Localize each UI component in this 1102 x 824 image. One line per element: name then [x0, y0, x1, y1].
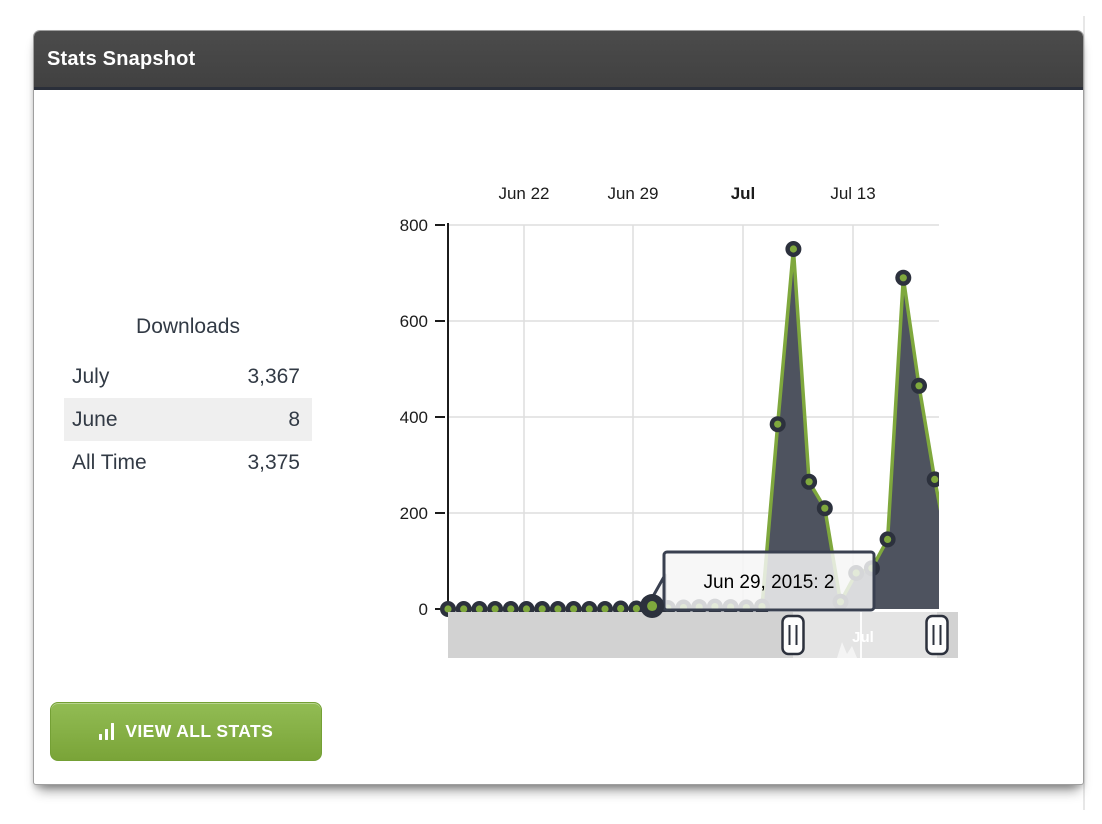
table-row: June 8 [64, 398, 312, 441]
data-point-center [632, 604, 641, 613]
navigator-month-label: Jul [852, 629, 874, 646]
data-point-center [507, 605, 515, 613]
chart-tooltip [662, 550, 876, 612]
view-all-stats-label: VIEW ALL STATS [125, 721, 274, 741]
navigator-handle-left[interactable] [781, 614, 805, 656]
data-point-center [538, 605, 546, 613]
row-value: 3,367 [247, 364, 300, 388]
data-point-center [805, 478, 813, 486]
data-point-center [899, 274, 907, 282]
data-point-center [475, 605, 483, 613]
page-edge-divider [1083, 16, 1085, 810]
stats-snapshot-card: Stats Snapshot Downloads July 3,367 June 8 A… [33, 30, 1084, 785]
data-point-center [774, 420, 782, 428]
table-row: July 3,367 [64, 355, 312, 398]
bar-chart-icon [98, 723, 115, 740]
area-fill [448, 249, 939, 609]
navigator-selected-range[interactable] [793, 612, 937, 658]
data-point-center [570, 605, 578, 613]
downloads-table: Downloads July 3,367 June 8 All Time 3,375 [64, 315, 312, 484]
x-tick-label: Jun 29 [607, 184, 658, 203]
downloads-chart-container: 0 200 400 600 800 Jun 22 Jun 29 Jul Jul 13 Jul Jun… [381, 159, 981, 671]
x-tick-label: Jul [731, 184, 756, 203]
data-point-center [601, 605, 609, 613]
downloads-table-title: Downloads [136, 315, 240, 338]
data-point-center [522, 605, 531, 613]
data-point-center [915, 382, 923, 390]
y-tick-label: 800 [400, 216, 428, 235]
panel-title: Stats Snapshot [47, 47, 196, 70]
view-all-stats-button[interactable]: VIEW ALL STATS [50, 702, 322, 761]
y-tick-label: 400 [400, 408, 428, 427]
data-point-center [821, 504, 829, 512]
x-tick-label: Jun 22 [498, 184, 549, 203]
hovered-data-point-center [647, 601, 658, 612]
navigator-handle-right[interactable] [925, 614, 949, 656]
data-point-center [617, 604, 625, 613]
data-point-center [585, 605, 593, 613]
downloads-chart: 0 200 400 600 800 Jun 22 Jun 29 Jul Jul 13 Jul Jun… [400, 184, 958, 658]
data-point-center [884, 535, 892, 544]
table-row: All Time 3,375 [64, 441, 312, 484]
data-point-center [491, 605, 499, 613]
data-point-center [554, 605, 562, 613]
row-label: All Time [72, 450, 147, 474]
panel-header: Stats Snapshot [34, 31, 1083, 90]
y-tick-label: 600 [400, 312, 428, 331]
tooltip-text: Jun 29, 2015: 2 [704, 572, 835, 593]
row-label: June [72, 407, 118, 431]
row-label: July [72, 364, 110, 388]
downloads-table-rows: July 3,367 June 8 All Time 3,375 [64, 355, 312, 484]
y-tick-label: 200 [400, 504, 428, 523]
y-tick-label: 0 [419, 600, 428, 619]
data-point-center [460, 605, 468, 613]
navigator-mini-series [837, 642, 857, 658]
row-value: 3,375 [247, 450, 300, 474]
data-point-center [444, 605, 452, 613]
data-point-center [931, 475, 939, 483]
row-value: 8 [288, 407, 300, 431]
data-point-center [789, 245, 798, 253]
x-tick-label: Jul 13 [830, 184, 875, 203]
